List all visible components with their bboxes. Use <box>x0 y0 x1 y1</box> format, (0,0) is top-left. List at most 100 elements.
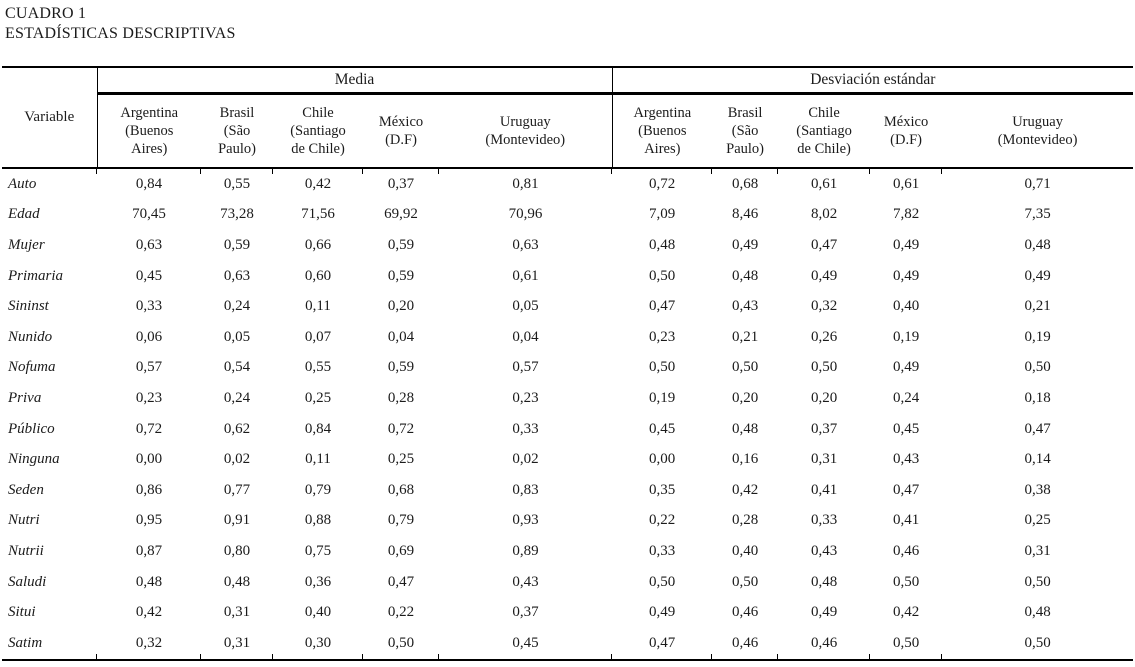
column-header-media-mexico: México (D.F) <box>363 93 439 169</box>
column-header-line: (Buenos <box>125 123 174 139</box>
sd-value: 0,49 <box>810 267 838 284</box>
media-value: 0,72 <box>387 420 415 437</box>
sd-value: 0,35 <box>648 481 676 498</box>
media-value: 0,33 <box>512 420 539 437</box>
media-value: 0,33 <box>135 298 163 315</box>
sd-value: 0,25 <box>1024 512 1051 529</box>
sd-value: 0,49 <box>810 604 838 621</box>
sd-value: 0,41 <box>892 512 920 529</box>
descriptive-statistics-table: Variable Media Desviación estándar Argen… <box>2 66 1134 661</box>
media-value: 0,24 <box>223 298 251 315</box>
media-value: 0,87 <box>135 542 163 559</box>
column-header-line: (Buenos <box>638 123 687 139</box>
column-header-line: Brasil <box>219 105 255 121</box>
sd-value: 0,47 <box>810 236 838 253</box>
sd-value: 0,49 <box>892 236 920 253</box>
sd-value: 0,50 <box>941 627 1134 661</box>
sd-value: 0,33 <box>810 512 838 529</box>
sd-value: 0,49 <box>731 236 759 253</box>
group-header-row: Variable Media Desviación estándar <box>2 66 1134 169</box>
media-value: 0,95 <box>135 512 163 529</box>
media-value: 0,84 <box>304 420 332 437</box>
media-value: 0,02 <box>512 451 539 468</box>
table-caption: ESTADÍSTICAS DESCRIPTIVAS <box>5 25 236 42</box>
sd-value: 0,42 <box>892 604 920 621</box>
media-value: 0,47 <box>387 573 415 590</box>
table-row-satim: Satim 0,32 0,31 0,30 0,50 0,45 0,47 0,46 0,46 0,5… <box>2 627 1134 661</box>
media-value: 0,28 <box>387 389 415 406</box>
media-value: 0,93 <box>512 512 539 529</box>
sd-value: 0,50 <box>892 573 920 590</box>
media-value: 0,68 <box>387 481 415 498</box>
sd-value: 0,14 <box>1024 451 1051 468</box>
media-value: 0,42 <box>135 604 163 621</box>
sd-value: 0,72 <box>611 168 712 200</box>
media-value: 0,04 <box>387 328 415 345</box>
sd-value: 0,46 <box>892 542 920 559</box>
column-header-media-argentina: Argentina (Buenos Aires) <box>97 93 201 169</box>
media-value: 0,72 <box>135 420 163 437</box>
column-header-line: de Chile) <box>291 141 345 157</box>
sd-value: 0,40 <box>731 542 759 559</box>
media-value: 0,84 <box>96 168 201 200</box>
sd-value: 0,48 <box>731 267 759 284</box>
sd-value: 0,22 <box>648 512 676 529</box>
media-value: 0,24 <box>223 389 251 406</box>
column-header-line: Uruguay <box>1012 114 1063 130</box>
sd-value: 0,23 <box>648 328 676 345</box>
sd-value: 0,50 <box>731 573 759 590</box>
media-value: 0,43 <box>512 573 539 590</box>
table-row-edad: Edad 70,45 73,28 71,56 69,92 70,96 7,09 8,46 8,0… <box>2 200 1133 231</box>
media-value: 0,11 <box>305 298 331 315</box>
media-value: 0,59 <box>387 359 415 376</box>
media-value: 70,96 <box>508 206 543 223</box>
group-header-media: Media <box>97 66 613 95</box>
media-value: 0,02 <box>223 451 251 468</box>
column-header-line: (São <box>223 123 251 139</box>
column-header-media-brasil: Brasil (São Paulo) <box>201 93 273 169</box>
sd-value: 0,38 <box>1024 481 1051 498</box>
sd-value: 0,48 <box>810 573 838 590</box>
sd-value: 0,19 <box>892 328 920 345</box>
sd-value: 0,71 <box>941 168 1133 200</box>
sd-value: 0,50 <box>1024 573 1051 590</box>
variable-label: Edad <box>8 206 40 223</box>
column-header-line: Argentina <box>633 105 692 121</box>
media-value: 0,55 <box>200 168 273 200</box>
variable-label: Seden <box>8 481 44 498</box>
sd-value: 0,50 <box>1024 359 1051 376</box>
media-value: 0,30 <box>272 627 363 661</box>
media-value: 0,31 <box>223 604 251 621</box>
variable-label: Ninguna <box>8 451 60 468</box>
variable-column-header: Variable <box>2 66 98 169</box>
media-value: 0,63 <box>135 236 163 253</box>
media-value: 0,79 <box>304 481 332 498</box>
sd-value: 0,49 <box>892 359 920 376</box>
media-value: 0,00 <box>135 451 163 468</box>
sd-value: 0,46 <box>731 604 759 621</box>
media-value: 0,88 <box>304 512 332 529</box>
media-value: 0,23 <box>135 389 163 406</box>
media-value: 0,63 <box>512 236 539 253</box>
group-header-desviacion-estandar: Desviación estándar <box>611 66 1134 95</box>
sd-value: 0,50 <box>648 267 676 284</box>
sd-value: 7,35 <box>1024 206 1051 223</box>
media-value: 0,36 <box>304 573 332 590</box>
table-row-situi: Situi 0,42 0,31 0,40 0,22 0,37 0,49 0,46 0,49 0,4… <box>2 597 1133 628</box>
variable-label: Satim <box>2 627 97 661</box>
sd-value: 0,50 <box>648 573 676 590</box>
sd-value: 0,61 <box>777 168 870 200</box>
sd-value: 0,61 <box>869 168 942 200</box>
media-value: 0,80 <box>223 542 251 559</box>
media-value: 0,48 <box>223 573 251 590</box>
column-header-line: México <box>883 114 929 130</box>
media-value: 0,91 <box>223 512 251 529</box>
sd-value: 0,48 <box>1024 236 1051 253</box>
sd-value: 0,00 <box>648 451 676 468</box>
sd-value: 0,47 <box>892 481 920 498</box>
column-header-line: Paulo) <box>218 141 256 157</box>
sd-value: 0,41 <box>810 481 838 498</box>
media-value: 0,86 <box>135 481 163 498</box>
sd-value: 0,26 <box>810 328 838 345</box>
media-value: 0,11 <box>305 451 331 468</box>
